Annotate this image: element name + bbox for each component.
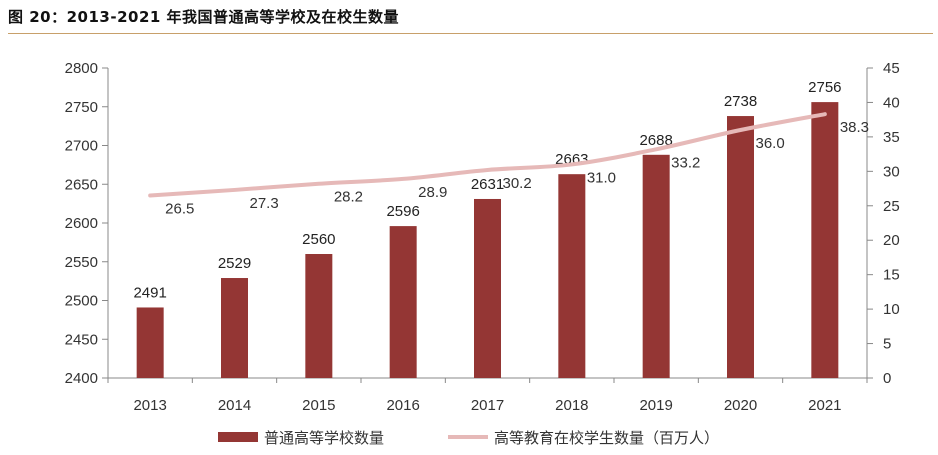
right-tick-label: 30 [883,163,900,180]
x-tick-label: 2021 [808,397,841,414]
x-tick-label: 2019 [639,397,672,414]
right-tick-label: 40 [883,94,900,111]
legend-bar-label: 普通高等学校数量 [264,429,384,447]
left-tick-label: 2500 [65,293,98,310]
right-tick-label: 20 [883,232,900,249]
right-tick-label: 35 [883,129,900,146]
bar-series [136,102,839,379]
legend-line-label: 高等教育在校学生数量（百万人） [494,429,719,447]
bar [558,174,586,378]
left-tick-label: 2650 [65,176,98,193]
left-tick-label: 2450 [65,331,98,348]
right-tick-label: 45 [883,60,900,77]
axes: 2400 2450 2500 2550 2600 2650 2700 2750 2800 0 5 10… [65,60,900,414]
left-tick-label: 2700 [65,138,98,155]
left-tick-label: 2600 [65,215,98,232]
bar [727,116,754,379]
bar [136,307,164,378]
right-tick-label: 15 [883,267,900,284]
line-value-label: 31.0 [587,169,616,186]
left-tick-label: 2750 [65,99,98,116]
left-tick-label: 2400 [65,370,98,387]
bar-value-label: 2688 [639,132,672,149]
x-tick-label: 2018 [555,397,588,414]
bar-value-label: 2631 [471,176,504,193]
title-divider [8,33,933,34]
left-tick-label: 2800 [65,60,98,77]
x-tick-label: 2013 [133,397,166,414]
bar-value-label: 2491 [133,284,166,301]
line-value-label: 28.9 [418,184,447,201]
bar [221,278,248,378]
line-path [148,112,827,198]
x-tick-label: 2020 [724,397,757,414]
bar-value-label: 2596 [386,203,419,220]
left-tick-label: 2550 [65,254,98,271]
right-tick-label: 0 [883,370,891,387]
bar [474,198,501,378]
bar [642,154,670,378]
line-value-labels: 26.5 27.3 28.2 28.9 30.2 31.0 33.2 36.0 38.3 [165,119,869,217]
bar [811,102,839,378]
legend-bar-swatch [218,432,258,442]
line-value-label: 26.5 [165,200,194,217]
x-tick-label: 2014 [218,397,251,414]
line-value-label: 30.2 [503,175,532,192]
bar-value-label: 2560 [302,231,335,248]
bar-value-label: 2738 [724,93,757,110]
line-value-label: 36.0 [756,135,785,152]
line-value-label: 38.3 [840,119,869,136]
legend: 普通高等学校数量 高等教育在校学生数量（百万人） [218,429,719,447]
line-series [148,112,827,198]
bar-value-label: 2756 [808,79,841,96]
x-tick-label: 2017 [471,397,504,414]
line-value-label: 33.2 [671,154,700,171]
right-tick-label: 25 [883,198,900,215]
right-tick-label: 5 [883,336,891,353]
line-value-label: 27.3 [250,195,279,212]
x-tick-label: 2016 [386,397,419,414]
right-tick-label: 10 [883,301,900,318]
bar [389,226,417,378]
chart-title: 图 20：2013-2021 年我国普通高等学校及在校生数量 [8,8,400,26]
x-tick-label: 2015 [302,397,335,414]
bar [305,254,333,378]
line-value-label: 28.2 [334,189,363,206]
bar-value-label: 2529 [218,255,251,272]
